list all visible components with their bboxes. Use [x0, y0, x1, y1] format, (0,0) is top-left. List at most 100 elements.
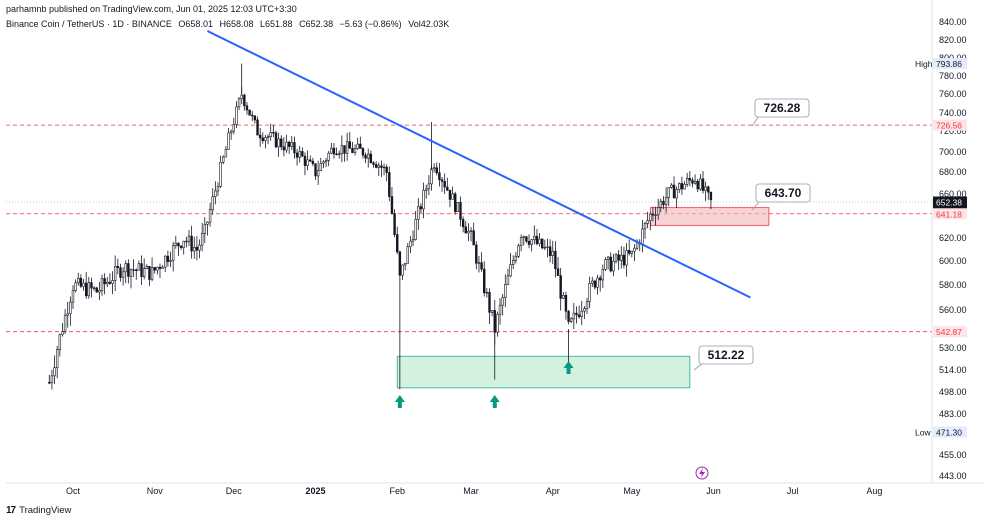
candle-body: [430, 168, 433, 185]
candle-body: [330, 147, 333, 154]
candle-body: [95, 287, 98, 293]
candle-body: [617, 254, 620, 261]
candle-body: [380, 165, 383, 168]
candle-body: [319, 162, 322, 171]
candle-body: [253, 115, 257, 121]
support-zone: [396, 355, 691, 389]
x-tick-label: Aug: [866, 486, 882, 496]
candle-body: [514, 256, 518, 261]
candles: [48, 63, 713, 390]
candle-body: [245, 105, 249, 111]
y-tick-label: 620.00: [939, 233, 967, 243]
candle-body: [364, 154, 367, 159]
price-chart[interactable]: 726.28 643.70 512.22 840.00 820.00 800.00 780…: [0, 0, 984, 500]
candle-body: [303, 155, 307, 166]
candle-body: [372, 162, 375, 165]
candle-body: [385, 166, 388, 173]
candle-body: [509, 264, 512, 277]
footer-brand: TradingView: [19, 505, 72, 516]
candle-body: [596, 277, 599, 288]
ohlc-change: −5.63 (−0.86%): [339, 19, 402, 29]
lightning-icon: [695, 466, 709, 480]
candle-body: [496, 313, 499, 333]
candle-body: [61, 331, 64, 335]
candle-body: [701, 178, 705, 191]
candle-body: [598, 277, 602, 281]
candle-body: [285, 141, 288, 151]
candle-body: [74, 282, 77, 291]
candle-body: [696, 180, 699, 190]
candle-body: [440, 179, 444, 182]
candle-body: [609, 256, 612, 272]
candle-body: [530, 239, 533, 245]
candle-body: [243, 94, 246, 107]
callouts: 726.28 643.70 512.22: [693, 98, 811, 371]
y-tick-label: 443.00: [939, 471, 967, 481]
x-tick-label: 2025: [305, 486, 325, 496]
candle-body: [672, 184, 676, 199]
candle-body: [92, 287, 96, 289]
candle-body: [269, 132, 272, 138]
candle-body: [709, 191, 713, 201]
candle-body: [448, 189, 452, 200]
candle-body: [171, 245, 175, 261]
candle-body: [580, 310, 583, 317]
candle-body: [456, 202, 460, 212]
candle-body: [66, 313, 69, 316]
candle-body: [559, 275, 562, 299]
candle-body: [198, 244, 201, 251]
candle-body: [79, 277, 83, 287]
candle-body: [161, 266, 164, 269]
y-tick-label: 840.00: [939, 17, 967, 27]
price-label-box: [933, 58, 967, 70]
candle-body: [680, 183, 684, 190]
y-tick-label: 514.00: [939, 365, 967, 375]
candle-body: [111, 280, 114, 284]
candle-body: [185, 240, 188, 243]
candle-body: [129, 269, 133, 277]
candle-body: [438, 172, 441, 180]
candle-body: [116, 266, 120, 268]
callout: 512.22: [693, 345, 754, 371]
candle-body: [324, 160, 328, 163]
candle-body: [417, 206, 420, 220]
candle-body: [527, 240, 531, 245]
candle-body: [575, 312, 578, 316]
candle-body: [301, 151, 304, 157]
callout-pointer: [751, 200, 761, 211]
candle-body: [121, 271, 125, 278]
candle-body: [145, 266, 149, 269]
ohlc-high: H658.08: [219, 19, 254, 29]
candle-body: [206, 221, 209, 225]
ohlc-close: C652.38: [299, 19, 334, 29]
candle-body: [264, 137, 267, 142]
candle-body: [485, 292, 489, 294]
candle-body: [214, 190, 217, 197]
candle-body: [280, 138, 283, 148]
candle-body: [659, 200, 663, 208]
candle-body: [685, 178, 689, 185]
arrows: [394, 361, 574, 408]
y-tick-label: 483.00: [939, 409, 967, 419]
y-tick-label: 455.00: [939, 450, 967, 460]
candle-body: [564, 294, 568, 312]
x-tick-label: Apr: [546, 486, 560, 496]
candle-body: [274, 132, 278, 148]
candle-body: [148, 266, 151, 280]
candle-body: [298, 151, 301, 158]
candle-body: [483, 268, 486, 294]
candle-body: [504, 284, 507, 298]
candle-body: [240, 94, 243, 100]
candle-body: [153, 267, 156, 271]
candle-body: [670, 184, 673, 188]
candle-body: [533, 236, 536, 241]
candle-body: [311, 160, 315, 165]
price-label: 471.30: [936, 428, 962, 438]
price-label-box: [933, 426, 967, 438]
price-label-box: [933, 208, 967, 220]
candle-body: [546, 246, 549, 248]
symbol-name[interactable]: Binance Coin / TetherUS · 1D · BINANCE: [6, 19, 172, 29]
candle-body: [382, 166, 386, 169]
candle-body: [396, 234, 399, 253]
candle-body: [356, 143, 359, 149]
